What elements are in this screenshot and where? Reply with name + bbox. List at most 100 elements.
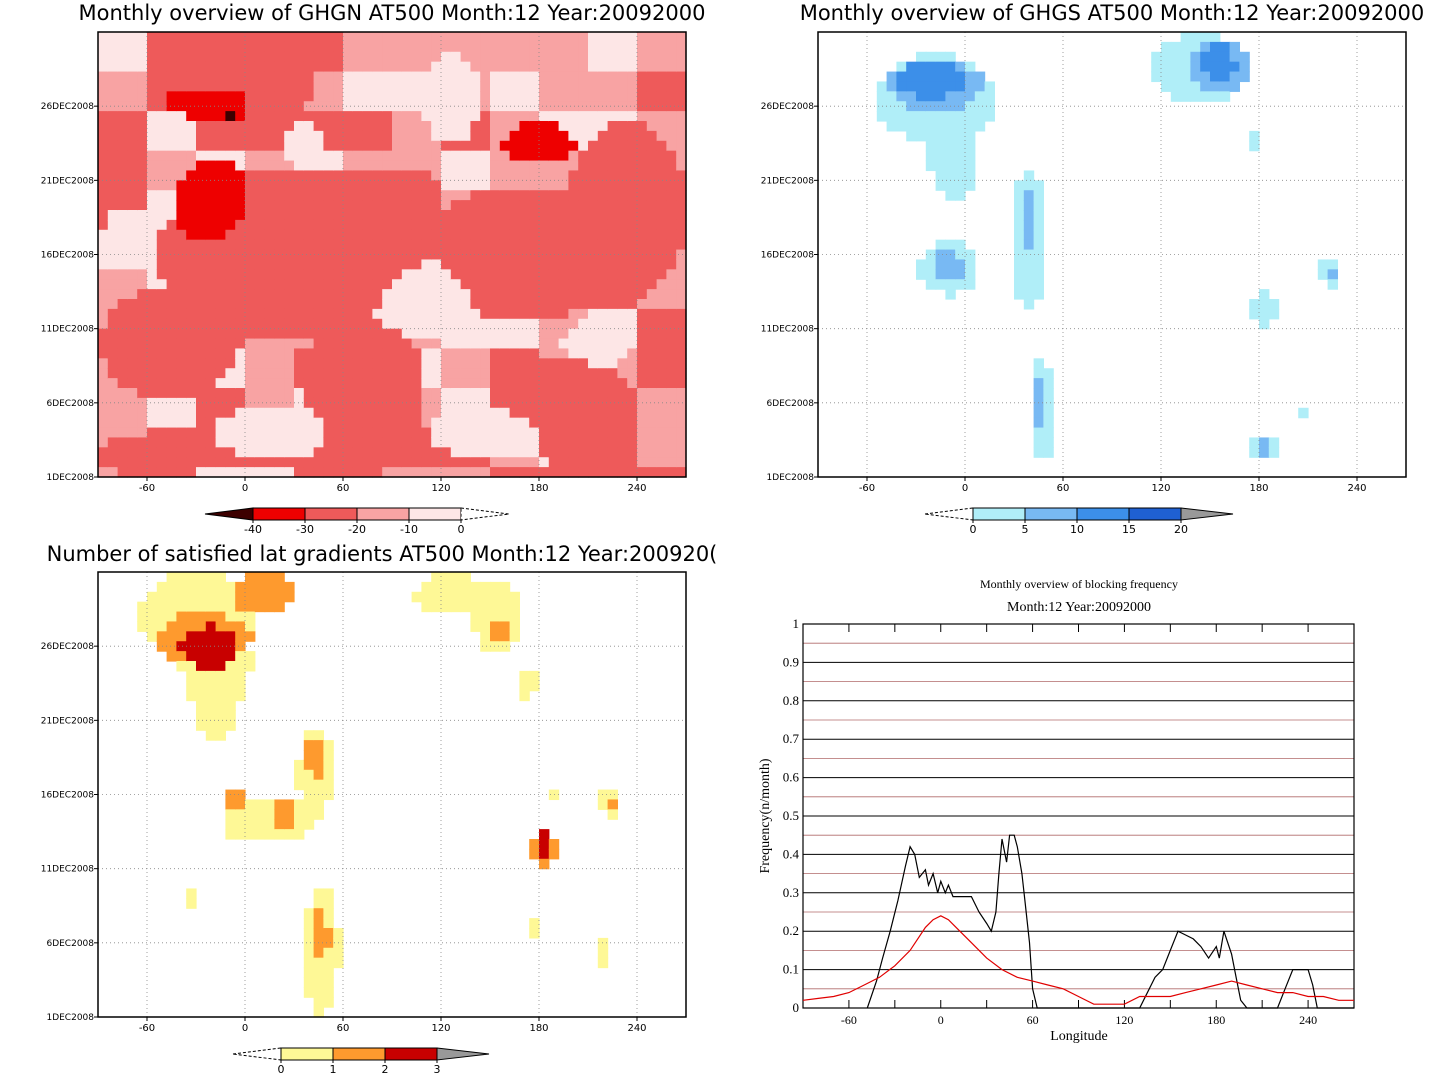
contour-cell [646, 111, 658, 122]
contour-cell [597, 32, 609, 43]
contour-cell [284, 299, 295, 310]
contour-cell [274, 417, 285, 429]
contour-cell [617, 190, 628, 201]
contour-cell [98, 378, 109, 389]
contour-cell [362, 378, 373, 389]
contour-cell [284, 140, 295, 152]
contour-cell [313, 338, 324, 350]
contour-cell [539, 130, 550, 142]
contour-cell [215, 700, 226, 712]
contour-cell [205, 180, 217, 191]
contour-cell [205, 447, 217, 458]
contour-cell [294, 378, 305, 389]
contour-cell [470, 318, 481, 330]
contour-cell [597, 61, 609, 73]
contour-cell [431, 111, 442, 122]
contour-cell [519, 427, 530, 439]
contour-cell [480, 32, 491, 43]
contour-cell [284, 239, 295, 251]
contour-cell [637, 328, 648, 340]
contour-cell [411, 397, 422, 409]
contour-cell [1268, 437, 1280, 448]
contour-cell [294, 809, 305, 820]
contour-cell [529, 328, 540, 340]
contour-cell [147, 417, 158, 429]
contour-cell [529, 348, 540, 359]
contour-cell [597, 299, 609, 310]
contour-cell [176, 641, 187, 652]
contour-cell [313, 200, 324, 211]
contour-cell [333, 269, 344, 280]
contour-cell [627, 407, 638, 419]
contour-cell [646, 467, 658, 478]
contour-cell [490, 41, 501, 53]
contour-cell [676, 328, 687, 340]
contour-cell [362, 180, 373, 191]
contour-cell [637, 200, 648, 211]
contour-cell [1170, 71, 1182, 83]
contour-cell [313, 32, 324, 43]
contour-cell [1014, 279, 1025, 290]
y-tick-label: 11DEC2008 [41, 325, 95, 335]
contour-cell [205, 210, 217, 221]
contour-cell [539, 140, 550, 152]
contour-cell [588, 289, 599, 300]
contour-cell [460, 190, 471, 201]
contour-cell [186, 437, 197, 448]
contour-cell [450, 591, 462, 603]
contour-cell [245, 160, 256, 172]
contour-cell [935, 259, 946, 270]
contour-cell [264, 289, 275, 300]
contour-cell [401, 219, 413, 231]
contour-cell [137, 348, 148, 359]
contour-cell [499, 427, 511, 439]
contour-cell [955, 279, 966, 290]
contour-cell [1170, 91, 1182, 102]
contour-cell [225, 368, 236, 379]
contour-cell [627, 61, 638, 73]
contour-cell [955, 91, 966, 102]
contour-cell [597, 111, 609, 122]
contour-cell [470, 437, 481, 448]
contour-cell [392, 397, 403, 409]
contour-cell [352, 121, 364, 132]
contour-cell [205, 690, 217, 702]
contour-cell [578, 318, 589, 330]
contour-cell [646, 121, 658, 132]
contour-cell [490, 180, 501, 191]
contour-cell [313, 71, 324, 83]
contour-cell [245, 259, 256, 270]
contour-cell [274, 160, 285, 172]
contour-cell [886, 101, 897, 112]
contour-cell [646, 318, 658, 330]
contour-cell [499, 318, 511, 330]
contour-cell [955, 259, 966, 270]
contour-cell [470, 447, 481, 458]
contour-cell [646, 81, 658, 92]
contour-cell [392, 427, 403, 439]
contour-cell [666, 417, 677, 429]
contour-cell [548, 229, 560, 241]
contour-cell [676, 388, 687, 399]
contour-cell [352, 348, 364, 359]
contour-cell [1249, 308, 1260, 320]
contour-cell [617, 437, 628, 448]
contour-cell [303, 61, 315, 73]
contour-cell [1033, 180, 1044, 191]
contour-cell [245, 427, 256, 439]
contour-cell [578, 170, 589, 181]
contour-cell [945, 170, 956, 181]
contour-cell [333, 427, 344, 439]
contour-cell [225, 150, 236, 162]
contour-cell [637, 338, 648, 350]
contour-cell [441, 308, 452, 320]
contour-cell [519, 328, 530, 340]
contour-cell [470, 358, 481, 369]
contour-cell [313, 447, 324, 458]
contour-cell [1014, 269, 1025, 280]
contour-cell [1180, 51, 1191, 63]
contour-cell [460, 417, 471, 429]
contour-cell [509, 611, 520, 623]
contour-cell [401, 61, 413, 73]
contour-cell [372, 190, 383, 201]
